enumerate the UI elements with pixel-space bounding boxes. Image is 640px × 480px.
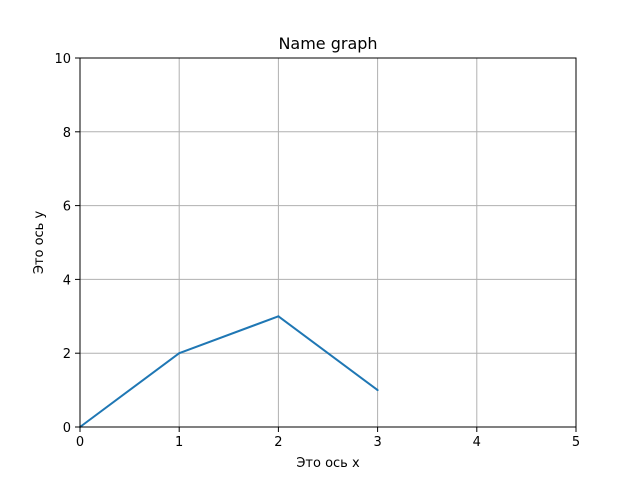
x-axis-ticks: 0 1 2 3 4 5 xyxy=(76,427,580,450)
x-axis-label: Это ось x xyxy=(296,456,360,471)
y-tick-label: 0 xyxy=(63,421,71,436)
y-tick-label: 8 xyxy=(63,126,71,141)
plot-frame xyxy=(79,57,577,428)
x-tick-label: 3 xyxy=(373,435,381,450)
y-axis-ticks: 0 2 4 6 8 10 xyxy=(54,52,80,436)
series-line xyxy=(79,315,379,428)
x-tick-label: 4 xyxy=(473,435,481,450)
data-point xyxy=(277,315,280,318)
x-tick-label: 1 xyxy=(175,435,183,450)
y-tick-label: 4 xyxy=(63,273,71,288)
y-axis-label: Это ось y xyxy=(32,211,47,275)
y-tick-label: 6 xyxy=(63,200,71,215)
data-point xyxy=(376,389,379,392)
y-tick-label: 2 xyxy=(63,347,71,362)
x-tick-label: 5 xyxy=(572,435,580,450)
y-tick-label: 10 xyxy=(54,52,71,67)
x-tick-label: 2 xyxy=(274,435,282,450)
chart-title: Name graph xyxy=(278,34,377,53)
data-point xyxy=(178,352,181,355)
x-tick-label: 0 xyxy=(76,435,84,450)
